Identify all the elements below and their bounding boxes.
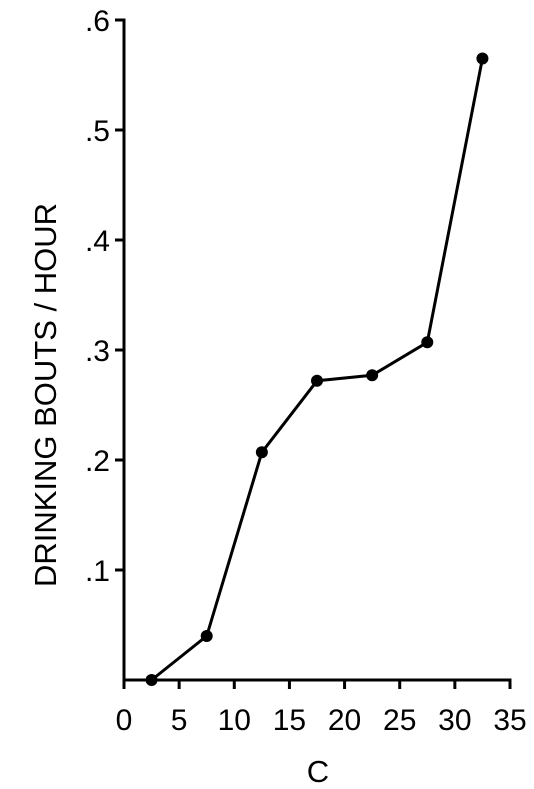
data-point bbox=[421, 336, 434, 349]
x-tick-label: 0 bbox=[116, 704, 133, 737]
data-series bbox=[145, 52, 489, 686]
y-tick-label: .1 bbox=[85, 555, 110, 588]
y-tick-label: .2 bbox=[85, 445, 110, 478]
y-tick-label: .4 bbox=[85, 225, 110, 258]
x-ticks: 0 5 10 15 20 25 30 35 bbox=[116, 680, 527, 737]
data-point bbox=[311, 374, 323, 387]
data-point bbox=[366, 369, 379, 382]
y-tick-label: .5 bbox=[85, 115, 110, 148]
x-axis-label: C bbox=[307, 754, 329, 789]
x-tick-label: 5 bbox=[171, 704, 188, 737]
series-line bbox=[150, 58, 484, 682]
x-tick-label: 25 bbox=[383, 704, 416, 737]
x-tick-label: 15 bbox=[273, 704, 306, 737]
y-tick-label: .3 bbox=[85, 335, 110, 368]
x-tick-label: 20 bbox=[328, 704, 361, 737]
y-axis-label: DRINKING BOUTS / HOUR bbox=[28, 203, 63, 587]
data-point bbox=[476, 52, 489, 65]
data-point bbox=[200, 630, 213, 642]
axes bbox=[122, 18, 512, 682]
x-tick-label: 10 bbox=[218, 704, 251, 737]
x-tick-label: 35 bbox=[493, 704, 526, 737]
data-point bbox=[255, 446, 268, 459]
y-tick-label: .6 bbox=[85, 5, 110, 38]
y-ticks: .1 .2 .3 .4 .5 .6 bbox=[85, 5, 124, 588]
data-point bbox=[145, 674, 158, 686]
x-tick-label: 30 bbox=[438, 704, 471, 737]
